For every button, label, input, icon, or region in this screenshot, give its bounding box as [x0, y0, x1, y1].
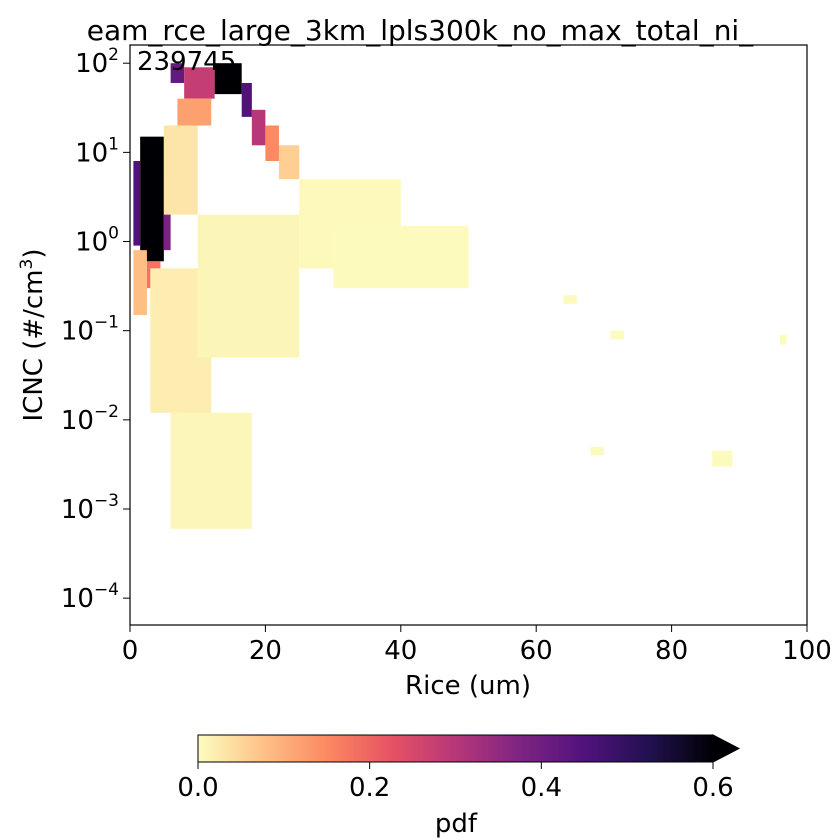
heatmap-cell-23	[563, 295, 577, 304]
heatmap-cell-21	[712, 450, 733, 467]
y-axis-label-main: ICNC (#/cm	[19, 269, 49, 421]
x-tick-label: 100	[782, 636, 832, 666]
plot-frame	[129, 44, 808, 626]
y-tick-label: 10−2	[61, 402, 119, 436]
y-tick-label: 102	[75, 45, 119, 79]
x-axis-ticks: 0 20 40 60 80 100	[122, 625, 832, 666]
colorbar-tick-label: 0.6	[692, 773, 733, 803]
colorbar-tick-label: 0.2	[349, 773, 390, 803]
heatmap-cell-12	[278, 145, 300, 180]
heatmap-cell-13	[163, 125, 198, 215]
heatmap-cell-20	[779, 334, 787, 345]
y-tick-label: 10−1	[61, 313, 119, 347]
heatmap-cell-11	[177, 98, 212, 126]
heatmap-cell-24	[590, 446, 604, 456]
heatmap-cell-22	[610, 330, 625, 340]
colorbar-extend-max-arrow	[712, 734, 741, 763]
y-tick-label: 10−4	[61, 580, 119, 614]
x-tick-label: 60	[520, 636, 553, 666]
heatmap-cell-5	[214, 63, 242, 95]
heatmap-cell-4	[133, 250, 147, 315]
heatmap-cell-0	[140, 136, 164, 262]
sample-count-annotation: 239745	[137, 47, 236, 77]
heatmap-cell-6	[170, 63, 185, 83]
x-tick-label: 0	[122, 636, 139, 666]
y-axis-label-superscript: 3	[17, 259, 37, 270]
colorbar	[197, 734, 714, 763]
heatmap-cell-8	[241, 82, 252, 117]
heatmap-cell-17	[170, 412, 252, 529]
colorbar-tick-label: 0.0	[177, 773, 218, 803]
x-axis-label: Rice (um)	[405, 671, 531, 701]
heatmap-cell-9	[251, 109, 266, 146]
x-tick-label: 20	[249, 636, 282, 666]
y-tick-label: 10−3	[61, 491, 119, 525]
heatmap-cell-7	[184, 67, 215, 99]
heatmap-cell-19	[333, 225, 469, 289]
y-axis-label-end: )	[19, 249, 49, 259]
y-tick-label: 100	[75, 224, 119, 258]
x-tick-label: 40	[384, 636, 417, 666]
heatmap-cell-10	[265, 125, 279, 161]
heatmap-cells	[133, 63, 787, 529]
colorbar-tick-label: 0.4	[521, 773, 562, 803]
x-tick-label: 80	[655, 636, 688, 666]
colorbar-label: pdf	[435, 809, 478, 839]
y-axis-ticks: 10−4 10−3 10−2 10−1 100 101 102	[61, 45, 130, 614]
heatmap-cell-1	[133, 161, 141, 246]
heatmap-cell-16	[197, 214, 300, 358]
y-tick-label: 101	[75, 134, 119, 168]
y-axis-label: ICNC (#/cm3)	[17, 249, 49, 422]
colorbar-ticks: 0.0 0.2 0.4 0.6	[177, 762, 734, 803]
chart-title: eam_rce_large_3km_lpls300k_no_max_total_…	[87, 14, 754, 47]
